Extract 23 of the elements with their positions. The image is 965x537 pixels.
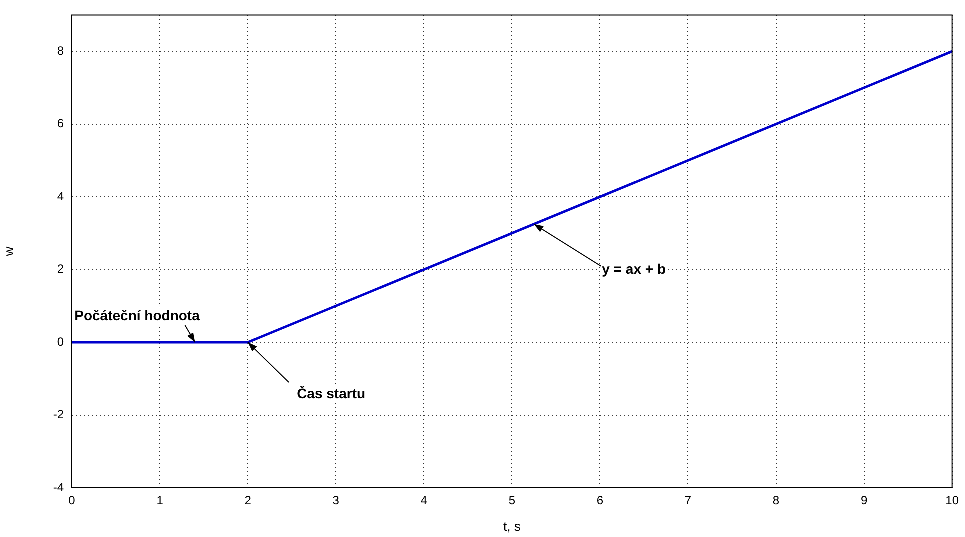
y-tick-label: -4: [53, 480, 64, 494]
y-axis-title: w: [1, 246, 16, 258]
x-tick-label: 4: [420, 494, 428, 508]
x-tick-label: 5: [508, 494, 516, 508]
x-tick-label: 2: [244, 494, 252, 508]
x-tick-label: 3: [332, 494, 340, 508]
x-tick-label: 0: [68, 494, 76, 508]
x-tick-label: 8: [772, 494, 780, 508]
y-tick-label: 2: [57, 262, 64, 276]
x-tick-label: 9: [860, 494, 868, 508]
x-tick-label: 1: [156, 494, 164, 508]
y-tick-label: 4: [57, 189, 64, 204]
y-tick-label: 6: [57, 116, 64, 131]
annotation: Čas startu: [297, 385, 366, 402]
x-tick-label: 6: [596, 494, 604, 508]
x-tick-label: 10: [946, 494, 960, 508]
y-tick-label: -2: [53, 408, 64, 422]
y-tick-label: 8: [57, 44, 64, 58]
x-tick-label: 7: [684, 494, 692, 508]
annotation: Počáteční hodnota: [74, 307, 200, 324]
x-axis-title: t, s: [503, 518, 522, 534]
annotation: y = ax + b: [602, 261, 666, 278]
y-tick-label: 0: [57, 334, 64, 349]
